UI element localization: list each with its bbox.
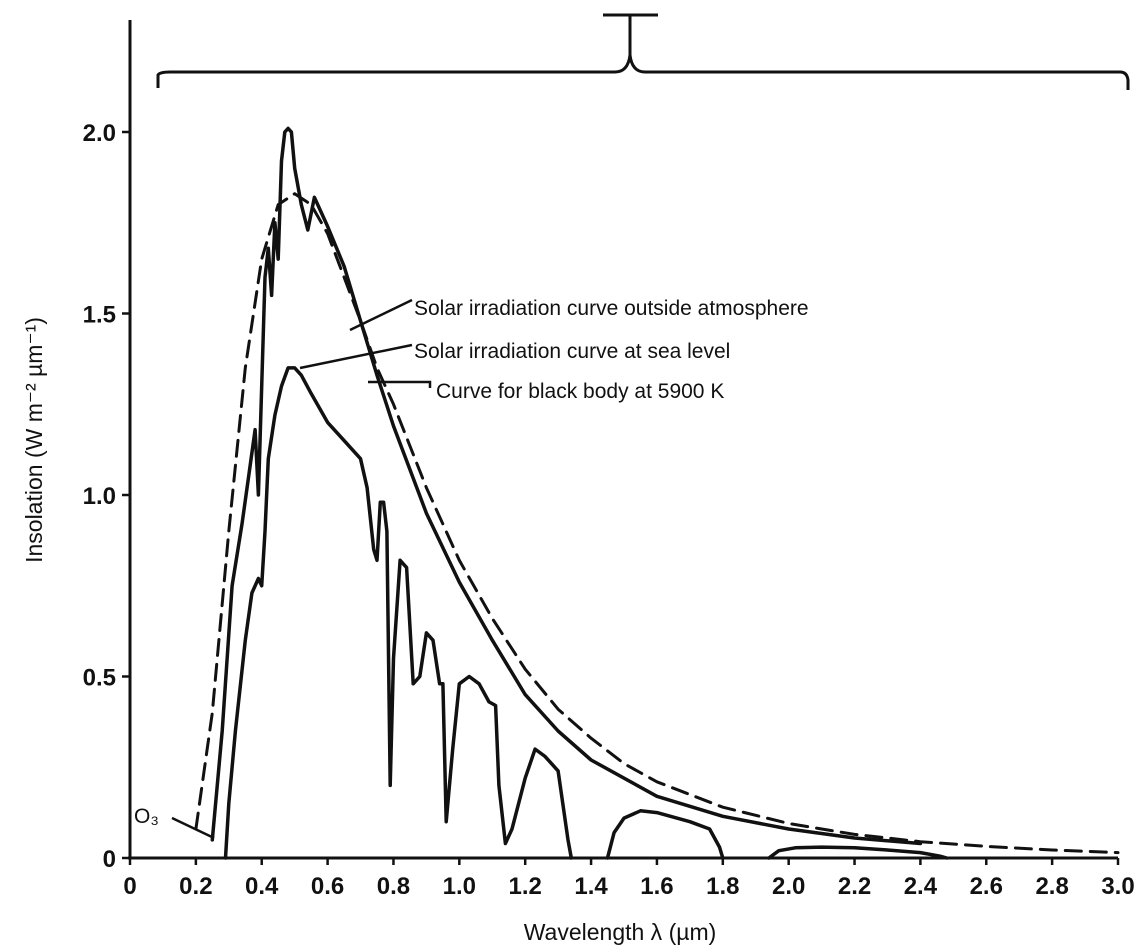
- y-tick-label: 1.0: [83, 483, 116, 510]
- x-tick-label: 0: [123, 873, 136, 900]
- series-outside-atmosphere: [210, 126, 923, 846]
- y-tick-label: 0.5: [83, 665, 116, 692]
- axes: [128, 20, 1118, 860]
- series-layer: [194, 126, 1120, 860]
- y-axis-ticks: 0 0.5 1.0 1.5 2.0: [83, 120, 130, 873]
- y-tick-label: 2.0: [83, 120, 116, 147]
- x-tick-label: 0.8: [377, 873, 410, 900]
- label-outside-atmosphere: Solar irradiation curve outside atmosphe…: [414, 297, 809, 320]
- y-tick-label: 0: [103, 846, 116, 873]
- x-tick-label: 1.6: [640, 873, 673, 900]
- series-sea-level: [223, 366, 574, 860]
- x-tick-label: 1.2: [509, 873, 542, 900]
- series-sea-level: [605, 809, 725, 860]
- label-sea-level: Solar irradiation curve at sea level: [414, 340, 730, 363]
- series-sea-level: [767, 845, 949, 860]
- x-tick-label: 0.6: [311, 873, 344, 900]
- leader-ozone: [171, 816, 215, 840]
- series-black-body: [194, 192, 1120, 855]
- x-axis-title: Wavelength λ (µm): [524, 919, 717, 945]
- y-axis-title: Insolation (W m⁻² µm⁻¹): [21, 317, 47, 563]
- leader-black-body: [368, 380, 432, 388]
- x-tick-label: 2.4: [904, 873, 938, 900]
- x-tick-label: 0.2: [179, 873, 212, 900]
- y-tick-label: 1.5: [83, 302, 116, 329]
- x-tick-label: 2.6: [970, 873, 1003, 900]
- x-tick-label: 2.8: [1035, 873, 1068, 900]
- x-tick-label: 3.0: [1101, 873, 1134, 900]
- annotation-leaders: [171, 298, 432, 840]
- label-black-body: Curve for black body at 5900 K: [436, 380, 724, 403]
- x-axis-ticks: 0 0.2 0.4 0.6 0.8 1.0 1.2 1.4 1.6 1.8 2.0 2.2 2.4 2.6…: [123, 858, 1135, 900]
- x-tick-label: 1.4: [574, 873, 608, 900]
- x-tick-label: 2.2: [838, 873, 871, 900]
- leader-sea-level: [299, 343, 413, 370]
- x-tick-label: 1.8: [706, 873, 739, 900]
- x-tick-label: 2.0: [772, 873, 805, 900]
- top-bracket: [156, 13, 1130, 90]
- label-ozone: O₃: [134, 805, 159, 828]
- leader-outside: [349, 298, 413, 332]
- x-tick-label: 0.4: [245, 873, 279, 900]
- x-tick-label: 1.0: [443, 873, 476, 900]
